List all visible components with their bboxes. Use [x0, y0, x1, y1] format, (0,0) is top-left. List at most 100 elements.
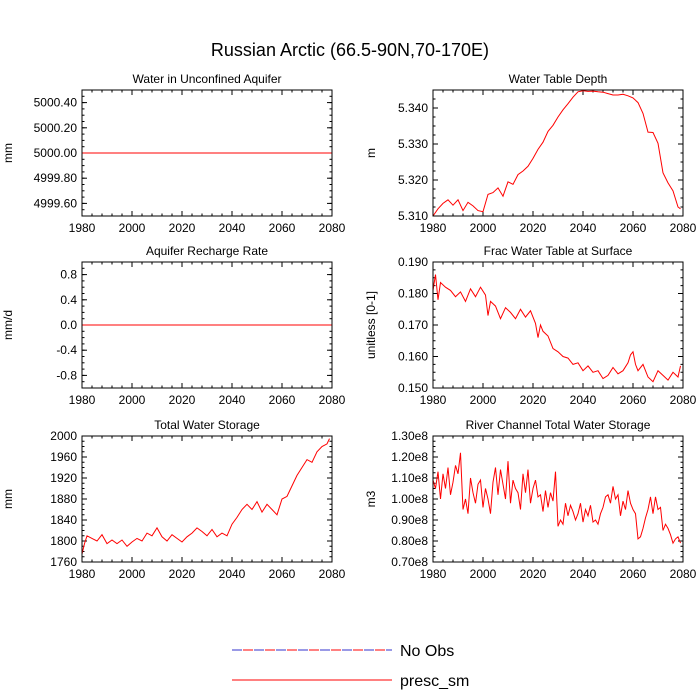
x-tick-label: 2020 [520, 393, 547, 407]
x-tick-label: 2060 [269, 393, 296, 407]
y-tick-label: 2000 [50, 429, 77, 443]
series-line-presc_sm [432, 274, 681, 383]
x-tick-label: 2000 [470, 567, 497, 581]
y-tick-label: -0.4 [56, 343, 77, 357]
panel-title: Water in Unconfined Aquifer [133, 72, 282, 86]
y-tick-label: 4999.80 [34, 171, 78, 185]
x-tick-label: 2020 [169, 393, 196, 407]
chart-panel-2: Water Table Depth m 1980 2000 2020 2040 2060 20… [364, 72, 697, 235]
x-tick-label: 2040 [570, 221, 597, 235]
legend-label-no-obs: No Obs [400, 643, 454, 660]
y-tick-label: 1880 [50, 492, 77, 506]
plot-frame [81, 261, 333, 389]
y-tick-label: 0.0 [60, 318, 77, 332]
x-tick-label: 2000 [119, 393, 146, 407]
series-line-presc_sm [81, 438, 330, 555]
x-tick-label: 1980 [69, 221, 96, 235]
y-tick-label: 5.320 [398, 173, 428, 187]
chart-panel-3: Aquifer Recharge Rate mm/d 1980 2000 2020 204… [1, 244, 346, 407]
panel-title: Water Table Depth [509, 72, 608, 86]
x-tick-label: 2060 [620, 221, 647, 235]
x-tick-label: 2040 [219, 393, 246, 407]
plot-frame [81, 89, 333, 217]
panel-title: Frac Water Table at Surface [484, 244, 633, 258]
x-tick-label: 2080 [319, 567, 346, 581]
x-tick-label: 2000 [470, 221, 497, 235]
y-tick-label: 1800 [50, 534, 77, 548]
x-tick-label: 2080 [670, 393, 697, 407]
x-tick-label: 2080 [670, 567, 697, 581]
y-axis-label: mm [1, 489, 15, 509]
y-axis-label: m [364, 148, 378, 158]
legend-label-presc-sm: presc_sm [400, 673, 469, 690]
x-tick-label: 1980 [69, 393, 96, 407]
y-tick-label: 0.4 [60, 293, 77, 307]
x-tick-label: 2060 [269, 221, 296, 235]
y-tick-label: 0.190 [398, 255, 428, 269]
series-line-presc_sm [432, 90, 681, 217]
y-tick-label: 0.80e8 [391, 534, 428, 548]
y-tick-label: 1920 [50, 471, 77, 485]
x-tick-label: 2060 [269, 567, 296, 581]
x-tick-label: 1980 [420, 393, 447, 407]
x-tick-label: 1980 [69, 567, 96, 581]
x-tick-label: 1980 [420, 567, 447, 581]
y-axis-label: mm [1, 143, 15, 163]
y-tick-label: 4999.60 [34, 196, 78, 210]
x-tick-label: 2040 [570, 393, 597, 407]
y-tick-label: 0.150 [398, 381, 428, 395]
x-tick-label: 2040 [219, 221, 246, 235]
y-tick-label: 0.170 [398, 318, 428, 332]
plot-frame [432, 261, 684, 389]
figure-title: Russian Arctic (66.5-90N,70-170E) [211, 40, 489, 60]
x-tick-label: 2020 [169, 567, 196, 581]
y-tick-label: 1960 [50, 450, 77, 464]
y-tick-label: 5.310 [398, 209, 428, 223]
y-tick-label: 0.90e8 [391, 513, 428, 527]
legend: No Obs presc_sm [232, 643, 469, 690]
panel-title: Total Water Storage [154, 418, 260, 432]
y-tick-label: 1.00e8 [391, 492, 428, 506]
x-tick-label: 2000 [119, 221, 146, 235]
x-tick-label: 2060 [620, 567, 647, 581]
chart-panel-5: Total Water Storage mm 1980 2000 2020 2040 206… [1, 418, 346, 581]
y-tick-label: 1840 [50, 513, 77, 527]
plot-frame [432, 435, 684, 563]
y-axis-label: mm/d [1, 310, 15, 340]
chart-panels: Water in Unconfined Aquifer mm 1980 2000 202… [1, 72, 697, 581]
x-tick-label: 2000 [470, 393, 497, 407]
x-tick-label: 2040 [570, 567, 597, 581]
x-tick-label: 2020 [520, 567, 547, 581]
chart-panel-6: River Channel Total Water Storage m3 1980 2… [364, 418, 697, 581]
panel-title: River Channel Total Water Storage [466, 418, 651, 432]
y-tick-label: 5000.20 [34, 121, 78, 135]
y-tick-label: 5000.00 [34, 146, 78, 160]
y-tick-label: 5.330 [398, 137, 428, 151]
y-tick-label: 1.30e8 [391, 429, 428, 443]
chart-panel-1: Water in Unconfined Aquifer mm 1980 2000 202… [1, 72, 346, 235]
x-tick-label: 2020 [520, 221, 547, 235]
x-tick-label: 2020 [169, 221, 196, 235]
y-axis-label: m3 [364, 490, 378, 507]
x-tick-label: 2060 [620, 393, 647, 407]
plot-frame [432, 89, 684, 217]
y-tick-label: 0.180 [398, 287, 428, 301]
y-tick-label: 0.70e8 [391, 555, 428, 569]
plot-frame [81, 435, 333, 563]
y-tick-label: 5000.40 [34, 96, 78, 110]
x-tick-label: 2040 [219, 567, 246, 581]
x-tick-label: 1980 [420, 221, 447, 235]
series-line-presc_sm [432, 452, 681, 545]
chart-panel-4: Frac Water Table at Surface unitless [0-1… [364, 244, 697, 407]
y-tick-label: 1.20e8 [391, 450, 428, 464]
x-tick-label: 2080 [319, 221, 346, 235]
y-tick-label: 0.160 [398, 350, 428, 364]
y-tick-label: 1760 [50, 555, 77, 569]
x-tick-label: 2080 [670, 221, 697, 235]
y-tick-label: -0.8 [56, 368, 77, 382]
y-tick-label: 1.10e8 [391, 471, 428, 485]
y-tick-label: 5.340 [398, 101, 428, 115]
x-tick-label: 2000 [119, 567, 146, 581]
x-tick-label: 2080 [319, 393, 346, 407]
